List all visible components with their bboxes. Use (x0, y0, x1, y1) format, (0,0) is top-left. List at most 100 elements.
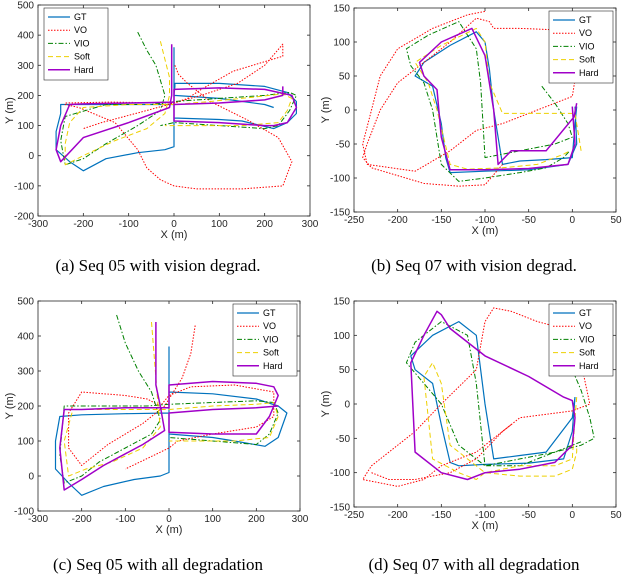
y-tick-label: 100 (333, 38, 350, 49)
y-tick-label: 500 (17, 1, 34, 12)
legend-label-vo: VO (263, 321, 276, 331)
y-tick-label: 300 (17, 61, 34, 72)
chart-caption-d: (d) Seq 07 with all degradation (368, 555, 580, 574)
x-tick-label: -200 (72, 514, 92, 525)
chart-plot-a: -300 -200 -100 0 100 200 300-200-1000100200300… (4, 1, 319, 242)
x-axis-label: X (m) (472, 520, 499, 532)
series-line-gt-b (414, 31, 578, 174)
x-tick-label: -200 (388, 215, 408, 226)
y-tick-label: 50 (339, 72, 351, 83)
legend-label-vio: VIO (579, 334, 595, 344)
x-tick-label: -100 (475, 510, 495, 521)
y-tick-label: 300 (17, 367, 34, 378)
series-line-soft-a (64, 41, 293, 166)
series-line-vio-d (405, 321, 595, 467)
series-line-hard-d (410, 310, 576, 481)
series-line-gt-a (55, 47, 297, 172)
legend-label-vio: VIO (579, 41, 595, 51)
x-axis-label: X (m) (472, 225, 499, 237)
legend-label-hard: Hard (74, 65, 94, 75)
x-tick-label: 100 (211, 219, 228, 230)
series-line-vio-b (405, 21, 573, 182)
x-tick-label: -250 (344, 215, 364, 226)
series-line-vo-d (362, 307, 591, 487)
y-tick-label: 100 (17, 121, 34, 132)
x-tick-label: -200 (388, 510, 408, 521)
x-tick-label: -200 (73, 219, 93, 230)
y-tick-label: -50 (336, 140, 351, 151)
chart-panel-d: -250 -200 -150 -100 -50 0 50 -150 -100 -50 0 50 100 1… (316, 293, 632, 586)
x-tick-label: 300 (292, 514, 309, 525)
chart-plot-c: -300 -200 -100 0 100 200 300 -100 0 100 200 300 400 5… (4, 297, 309, 537)
legend-label-vo: VO (579, 321, 592, 331)
y-tick-label: -200 (14, 212, 34, 223)
y-tick-label: 500 (17, 297, 34, 308)
x-axis-label: X (m) (161, 229, 188, 241)
legend-label-vo: VO (74, 25, 87, 35)
x-tick-label: -50 (521, 510, 536, 521)
legend-label-vio: VIO (263, 334, 279, 344)
chart-caption-c: (c) Seq 05 with all degradation (52, 555, 264, 574)
series-line-vo-a (64, 43, 293, 190)
chart-plot-d: -250 -200 -150 -100 -50 0 50 -150 -100 -50 0 50 100 1… (320, 297, 622, 533)
legend-label-gt: GT (579, 308, 592, 318)
legend-label-gt: GT (263, 308, 276, 318)
series-line-soft-b (414, 27, 582, 170)
y-tick-label: -50 (336, 434, 351, 445)
x-axis-label: X (m) (156, 524, 183, 536)
legend-box-c (232, 303, 298, 377)
x-tick-label: 200 (248, 514, 265, 525)
chart-panel-c: -300 -200 -100 0 100 200 300 -100 0 100 200 300 400 5… (0, 293, 316, 586)
legend-label-soft: Soft (579, 348, 596, 358)
x-tick-label: -250 (344, 510, 364, 521)
series-line-vo-b (362, 10, 578, 187)
legend-label-hard: Hard (579, 68, 599, 78)
chart-caption-a: (a) Seq 05 with vision degrad. (55, 256, 261, 275)
legend-label-hard: Hard (579, 361, 599, 371)
chart-plot-b: -250 -200 -150 -100 -50 0 50 -150 -100 -50 0 50 100 1… (320, 4, 622, 238)
legend-label-vo: VO (579, 28, 592, 38)
y-tick-label: 50 (339, 365, 351, 376)
legend-label-soft: Soft (263, 348, 280, 358)
y-tick-label: 0 (28, 151, 34, 162)
chart-panel-a: -300 -200 -100 0 100 200 300 -200 -100 0 100 200 300… (0, 0, 319, 293)
y-tick-label: -150 (330, 208, 350, 219)
y-axis-label: Y (m) (4, 97, 16, 124)
y-tick-label: 100 (333, 331, 350, 342)
legend-label-soft: Soft (74, 52, 91, 62)
y-tick-label: -100 (330, 468, 350, 479)
y-tick-label: 0 (28, 472, 34, 483)
legend-box-d (548, 303, 614, 377)
legend-box-b (548, 10, 614, 84)
y-tick-label: 100 (17, 437, 34, 448)
y-tick-label: 0 (344, 106, 350, 117)
y-tick-label: 150 (333, 4, 350, 15)
legend-label-vio: VIO (74, 38, 90, 48)
y-tick-label: -100 (14, 181, 34, 192)
x-tick-label: 300 (302, 219, 319, 230)
y-axis-label: Y (m) (320, 391, 332, 418)
x-tick-label: -300 (28, 514, 48, 525)
x-tick-label: 0 (166, 514, 172, 525)
x-tick-label: -150 (431, 215, 451, 226)
series-line-vio-a (60, 31, 297, 166)
x-tick-label: -100 (119, 219, 139, 230)
y-tick-label: 200 (17, 402, 34, 413)
x-tick-label: 200 (256, 219, 273, 230)
chart-panel-b: -250 -200 -150 -100 -50 0 50 -150 -100 -50 0 50 100 1… (316, 0, 632, 293)
legend-label-soft: Soft (579, 55, 596, 65)
y-axis-label: Y (m) (4, 393, 16, 420)
x-tick-label: 0 (570, 215, 576, 226)
y-tick-label: 200 (17, 91, 34, 102)
x-tick-label: -100 (475, 215, 495, 226)
y-tick-label: 400 (17, 31, 34, 42)
x-tick-label: -150 (431, 510, 451, 521)
x-tick-label: 0 (171, 219, 177, 230)
chart-caption-b: (b) Seq 07 with vision degrad. (371, 256, 577, 275)
series-line-hard-c (59, 322, 279, 491)
x-tick-label: 0 (570, 510, 576, 521)
x-tick-label: 50 (610, 510, 622, 521)
series-line-hard-b (418, 27, 578, 171)
legend-label-gt: GT (579, 15, 592, 25)
x-tick-label: 50 (610, 215, 622, 226)
